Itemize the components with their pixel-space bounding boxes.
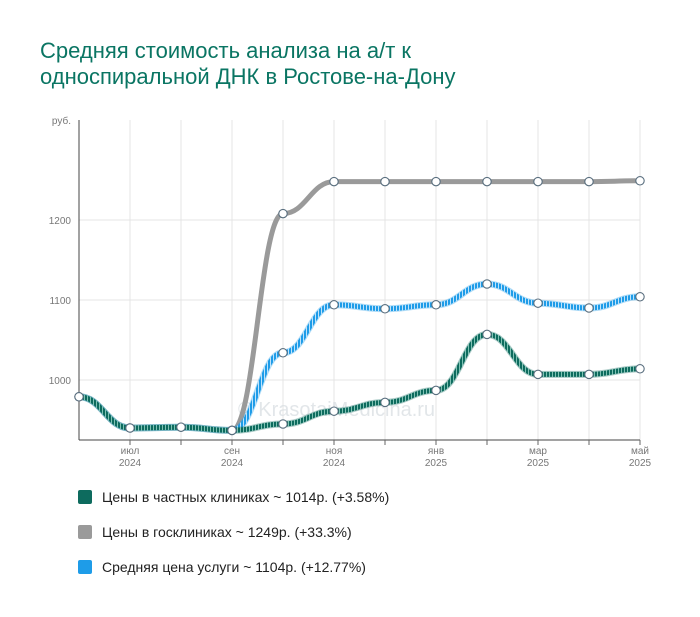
line-chart: © KrasotaiMedicina.ru 100011001200руб.ию… — [49, 115, 652, 469]
data-point — [176, 422, 186, 432]
data-point — [278, 348, 288, 358]
x-tick-label-year: 2024 — [323, 458, 346, 469]
data-point — [533, 176, 543, 187]
data-point — [329, 300, 339, 310]
data-point — [635, 364, 645, 374]
data-point — [482, 279, 492, 289]
x-tick-label-month: июл — [121, 446, 140, 457]
data-point — [125, 423, 135, 433]
legend-label-average: Средняя цена услуги ~ 1104р. (+12.77%) — [102, 559, 366, 575]
x-tick-label-year: 2025 — [527, 458, 550, 469]
series-lines — [75, 178, 644, 434]
data-point — [533, 369, 543, 380]
series-line-1 — [229, 178, 643, 433]
data-point — [635, 176, 645, 186]
data-point — [482, 176, 492, 187]
data-point — [584, 303, 594, 313]
x-tick-label-year: 2024 — [119, 458, 142, 469]
data-point — [584, 176, 594, 187]
data-point — [278, 419, 288, 429]
legend-label-private: Цены в частных клиниках ~ 1014р. (+3.58%… — [102, 489, 390, 505]
axes — [78, 120, 641, 445]
legend-swatch-average — [78, 560, 92, 574]
data-point — [74, 392, 84, 402]
data-point — [329, 176, 339, 187]
data-point — [380, 176, 390, 187]
x-tick-label-year: 2025 — [425, 458, 448, 469]
data-point — [431, 300, 441, 310]
x-tick-label-month: ноя — [326, 446, 343, 457]
data-point — [635, 292, 645, 302]
data-point — [533, 298, 543, 308]
chart-title: Средняя стоимость анализа на а/т к однос… — [40, 38, 640, 90]
data-point — [431, 176, 441, 187]
x-tick-label-month: янв — [428, 446, 444, 457]
data-point — [584, 369, 594, 380]
x-tick-label-year: 2024 — [221, 458, 244, 469]
legend: Цены в частных клиниках ~ 1014р. (+3.58%… — [78, 488, 389, 593]
data-point — [329, 406, 339, 416]
tick-labels: 100011001200руб.июл2024сен2024ноя2024янв… — [49, 115, 652, 469]
y-unit-label: руб. — [52, 115, 71, 127]
x-tick-label-month: май — [631, 446, 649, 457]
data-points — [74, 176, 645, 436]
chart-title-line-1: Средняя стоимость анализа на а/т к — [40, 38, 412, 63]
data-point — [482, 329, 492, 340]
x-tick-label-month: мар — [529, 446, 547, 457]
x-tick-label-year: 2025 — [629, 458, 652, 469]
grid — [79, 120, 641, 440]
data-point — [380, 304, 390, 314]
legend-swatch-public — [78, 525, 92, 539]
data-point — [431, 385, 441, 396]
legend-item-average[interactable]: Средняя цена услуги ~ 1104р. (+12.77%) — [78, 558, 389, 576]
legend-label-public: Цены в госклиниках ~ 1249р. (+33.3%) — [102, 524, 352, 540]
chart-title-line-2: односпиральной ДНК в Ростове-на-Дону — [40, 64, 456, 89]
y-tick-label: 1200 — [49, 216, 72, 227]
legend-item-public[interactable]: Цены в госклиниках ~ 1249р. (+33.3%) — [78, 523, 389, 541]
data-point — [380, 397, 390, 408]
legend-swatch-private — [78, 490, 92, 504]
x-tick-label-month: сен — [224, 446, 240, 457]
legend-item-private[interactable]: Цены в частных клиниках ~ 1014р. (+3.58%… — [78, 488, 389, 506]
y-tick-label: 1000 — [49, 376, 72, 387]
y-tick-label: 1100 — [49, 296, 71, 307]
data-point — [278, 208, 288, 219]
data-point — [227, 425, 237, 436]
